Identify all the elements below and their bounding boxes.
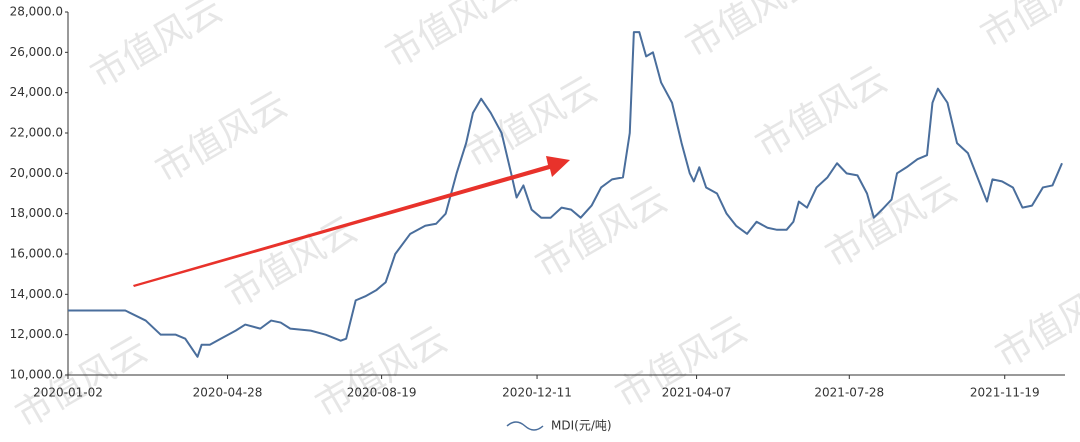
watermark: 市值风云 — [84, 0, 229, 96]
watermark: 市值风云 — [149, 84, 294, 192]
watermark: 市值风云 — [379, 0, 524, 76]
watermark: 市值风云 — [679, 0, 824, 66]
watermark: 市值风云 — [529, 179, 674, 287]
y-tick-label: 22,000.0 — [10, 126, 63, 140]
watermark: 市值风云 — [749, 59, 894, 167]
x-tick-label: 2020-04-28 — [193, 386, 263, 400]
y-tick-label: 12,000.0 — [10, 327, 63, 341]
arrow — [133, 156, 570, 287]
y-tick-label: 18,000.0 — [10, 206, 63, 220]
legend-icon — [506, 421, 544, 431]
x-tick-label: 2020-01-02 — [33, 386, 103, 400]
x-tick-label: 2021-04-07 — [662, 386, 732, 400]
x-tick-label: 2020-12-11 — [502, 386, 572, 400]
y-tick-label: 24,000.0 — [10, 85, 63, 99]
watermark: 市值风云 — [609, 309, 754, 417]
x-tick-label: 2021-07-28 — [814, 386, 884, 400]
y-tick-label: 16,000.0 — [10, 247, 63, 261]
watermark: 市值风云 — [309, 319, 454, 427]
watermark: 市值风云 — [9, 329, 154, 437]
legend-label: MDI(元/吨) — [551, 419, 612, 433]
watermark: 市值风云 — [989, 269, 1080, 377]
y-tick-label: 20,000.0 — [10, 166, 63, 180]
series-line — [68, 31, 1063, 358]
x-tick-label: 2021-11-19 — [970, 386, 1040, 400]
y-tick-label: 28,000.0 — [10, 5, 63, 19]
watermark: 市值风云 — [974, 0, 1080, 56]
plot: 10,000.0 12,000.0 14,000.0 16,000.0 18,000.0… — [10, 5, 1063, 400]
x-tick-label: 2020-08-19 — [347, 386, 417, 400]
y-tick-label: 14,000.0 — [10, 287, 63, 301]
y-tick-label: 10,000.0 — [10, 368, 63, 382]
watermark: 市值风云 — [459, 69, 604, 177]
y-tick-label: 26,000.0 — [10, 45, 63, 59]
watermark: 市值风云 — [819, 169, 964, 277]
